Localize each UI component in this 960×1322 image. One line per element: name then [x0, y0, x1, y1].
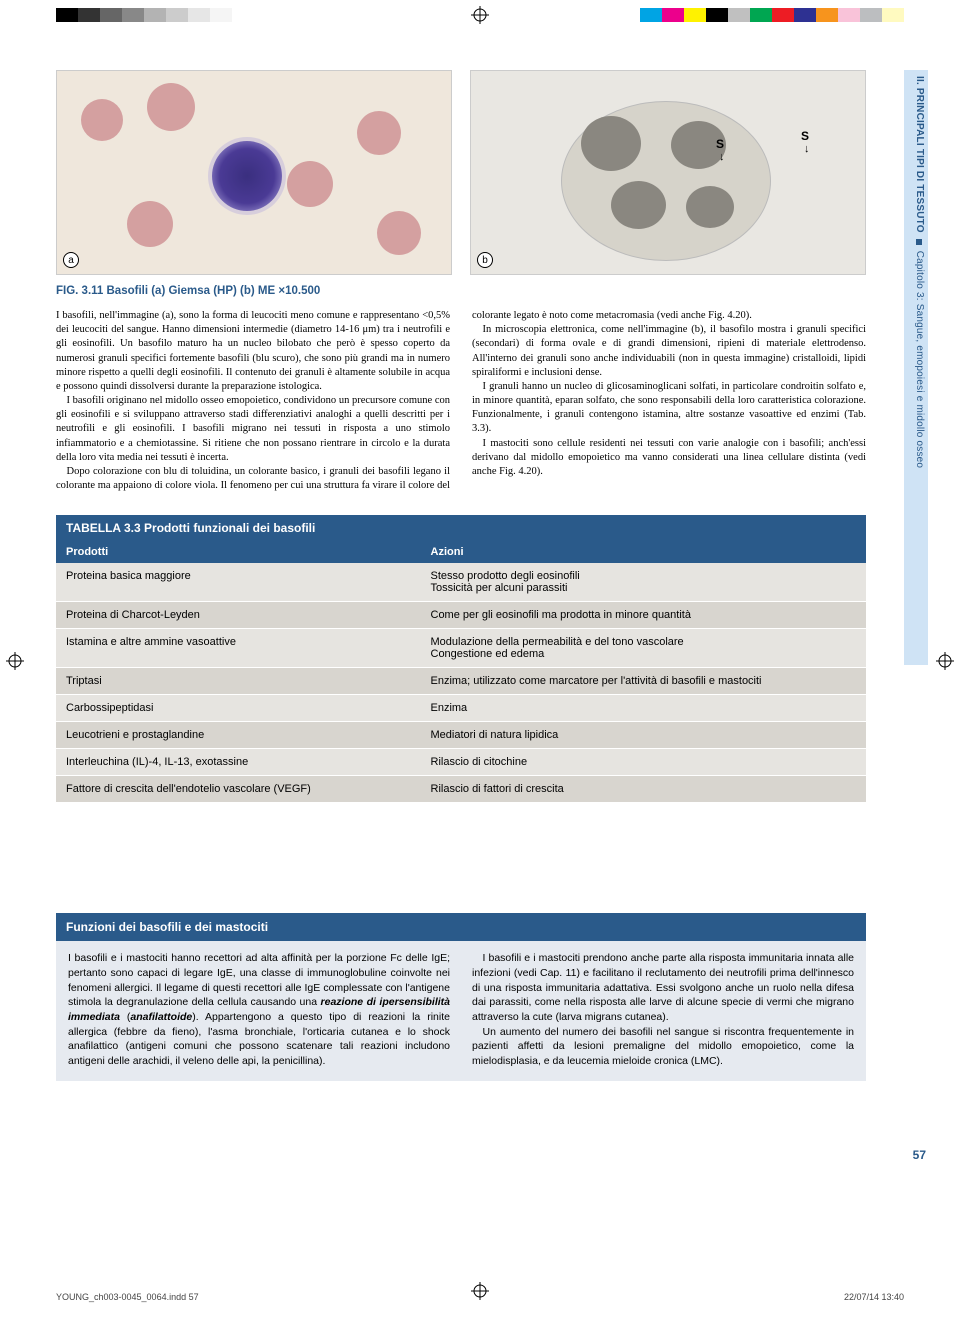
table-cell: Enzima	[421, 695, 867, 722]
color-swatch	[100, 8, 122, 22]
table-row: Fattore di crescita dell'endotelio vasco…	[56, 776, 866, 803]
table-number: TABELLA 3.3	[66, 521, 141, 535]
color-swatch	[816, 8, 838, 22]
table-cell: Proteina di Charcot-Leyden	[56, 602, 421, 629]
table-row: Leucotrieni e prostaglandineMediatori di…	[56, 722, 866, 749]
figure-row: a S ↓ S ↓ b	[56, 70, 866, 275]
table-cell: Triptasi	[56, 668, 421, 695]
table-block: TABELLA 3.3 Prodotti funzionali dei baso…	[56, 515, 866, 803]
table-cell: Stesso prodotto degli eosinofiliTossicit…	[421, 563, 867, 602]
table-cell: Interleuchina (IL)-4, IL-13, exotassine	[56, 749, 421, 776]
table-row: Istamina e altre ammine vasoattiveModula…	[56, 629, 866, 668]
page-content: a S ↓ S ↓ b FIG. 3.11 Basofili (a) Giems…	[56, 70, 866, 1081]
table-body: Proteina basica maggioreStesso prodotto …	[56, 563, 866, 803]
body-paragraph: I mastociti sono cellule residenti nei t…	[472, 437, 866, 480]
table-cell: Istamina e altre ammine vasoattive	[56, 629, 421, 668]
table-cell: Fattore di crescita dell'endotelio vasco…	[56, 776, 421, 803]
color-swatch	[662, 8, 684, 22]
body-paragraph: I granuli hanno un nucleo di glicosamino…	[472, 380, 866, 437]
table-cell: Rilascio di fattori di crescita	[421, 776, 867, 803]
color-swatch	[210, 8, 232, 22]
table-row: Interleuchina (IL)-4, IL-13, exotassineR…	[56, 749, 866, 776]
s-marker: S	[716, 137, 724, 151]
table-cell: Come per gli eosinofili ma prodotta in m…	[421, 602, 867, 629]
color-swatch	[794, 8, 816, 22]
info-box-title: Funzioni dei basofili e dei mastociti	[56, 913, 866, 941]
table-header: Prodotti	[56, 541, 421, 563]
body-paragraph: I basofili, nell'immagine (a), sono la f…	[56, 309, 450, 394]
color-swatch	[144, 8, 166, 22]
page-number: 57	[913, 1148, 926, 1162]
table-title: TABELLA 3.3 Prodotti funzionali dei baso…	[56, 515, 866, 541]
color-swatch	[640, 8, 662, 22]
table-cell: Enzima; utilizzato come marcatore per l'…	[421, 668, 867, 695]
table-row: Proteina di Charcot-LeydenCome per gli e…	[56, 602, 866, 629]
registration-mark-icon	[471, 1282, 489, 1300]
square-bullet-icon	[916, 239, 922, 245]
table-header: Azioni	[421, 541, 867, 563]
table-cell: Mediatori di natura lipidica	[421, 722, 867, 749]
table-row: TriptasiEnzima; utilizzato come marcator…	[56, 668, 866, 695]
color-swatch	[860, 8, 882, 22]
color-swatch	[188, 8, 210, 22]
info-box-paragraph: Un aumento del numero dei basofili nel s…	[472, 1025, 854, 1069]
printer-colorbar-left	[56, 8, 276, 22]
color-swatch	[232, 8, 254, 22]
figure-label-a: a	[63, 252, 79, 268]
table-cell: Carbossipeptidasi	[56, 695, 421, 722]
footer-filename: YOUNG_ch003-0045_0064.indd 57	[56, 1292, 199, 1302]
table-row: CarbossipeptidasiEnzima	[56, 695, 866, 722]
table-cell: Proteina basica maggiore	[56, 563, 421, 602]
table-cell: Leucotrieni e prostaglandine	[56, 722, 421, 749]
registration-mark-icon	[6, 652, 24, 670]
info-box-body: I basofili e i mastociti hanno recettori…	[56, 941, 866, 1081]
color-swatch	[838, 8, 860, 22]
color-swatch	[684, 8, 706, 22]
arrow-icon: ↓	[804, 143, 810, 155]
color-swatch	[254, 8, 276, 22]
table-title-text: Prodotti funzionali dei basofili	[144, 521, 315, 535]
registration-mark-icon	[471, 6, 489, 24]
body-paragraph: In microscopia elettronica, come nell'im…	[472, 323, 866, 380]
table-row: Proteina basica maggioreStesso prodotto …	[56, 563, 866, 602]
info-box-paragraph: I basofili e i mastociti prendono anche …	[472, 951, 854, 1024]
color-swatch	[728, 8, 750, 22]
registration-mark-icon	[936, 652, 954, 670]
color-swatch	[882, 8, 904, 22]
footer-timestamp: 22/07/14 13:40	[844, 1292, 904, 1302]
side-chapter-label: Capitolo 3: Sangue, emopoiesi e midollo …	[914, 251, 925, 468]
s-marker: S	[801, 129, 809, 143]
arrow-icon: ↓	[719, 151, 725, 163]
table-cell: Rilascio di citochine	[421, 749, 867, 776]
info-box-paragraph: I basofili e i mastociti hanno recettori…	[68, 951, 450, 1069]
color-swatch	[122, 8, 144, 22]
figure-panel-b: S ↓ S ↓ b	[470, 70, 866, 275]
figure-label-b: b	[477, 252, 493, 268]
color-swatch	[750, 8, 772, 22]
body-text: I basofili, nell'immagine (a), sono la f…	[56, 309, 866, 493]
color-swatch	[706, 8, 728, 22]
table: Prodotti Azioni Proteina basica maggiore…	[56, 541, 866, 803]
info-box: Funzioni dei basofili e dei mastociti I …	[56, 913, 866, 1081]
body-paragraph: I basofili originano nel midollo osseo e…	[56, 394, 450, 465]
figure-panel-a: a	[56, 70, 452, 275]
color-swatch	[56, 8, 78, 22]
printer-colorbar-right	[640, 8, 904, 22]
table-cell: Modulazione della permeabilità e del ton…	[421, 629, 867, 668]
side-part-label: II. PRINCIPALI TIPI DI TESSUTO	[914, 76, 925, 233]
color-swatch	[78, 8, 100, 22]
figure-caption: FIG. 3.11 Basofili (a) Giemsa (HP) (b) M…	[56, 285, 866, 297]
color-swatch	[166, 8, 188, 22]
color-swatch	[772, 8, 794, 22]
side-running-head: II. PRINCIPALI TIPI DI TESSUTO Capitolo …	[907, 76, 925, 468]
